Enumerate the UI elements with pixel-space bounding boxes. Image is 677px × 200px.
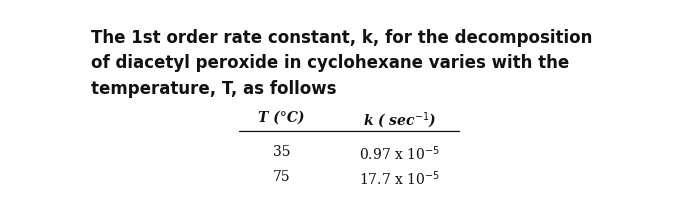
Text: The 1st order rate constant, k, for the decomposition
of diacetyl peroxide in cy: The 1st order rate constant, k, for the …	[91, 29, 593, 98]
Text: 0.97 x 10$^{-5}$: 0.97 x 10$^{-5}$	[359, 144, 440, 163]
Text: T (°C): T (°C)	[258, 110, 305, 124]
Text: 17.7 x 10$^{-5}$: 17.7 x 10$^{-5}$	[359, 169, 440, 187]
Text: 35: 35	[273, 144, 290, 158]
Text: 75: 75	[273, 169, 290, 183]
Text: k ( sec$^{-1}$): k ( sec$^{-1}$)	[363, 110, 436, 130]
